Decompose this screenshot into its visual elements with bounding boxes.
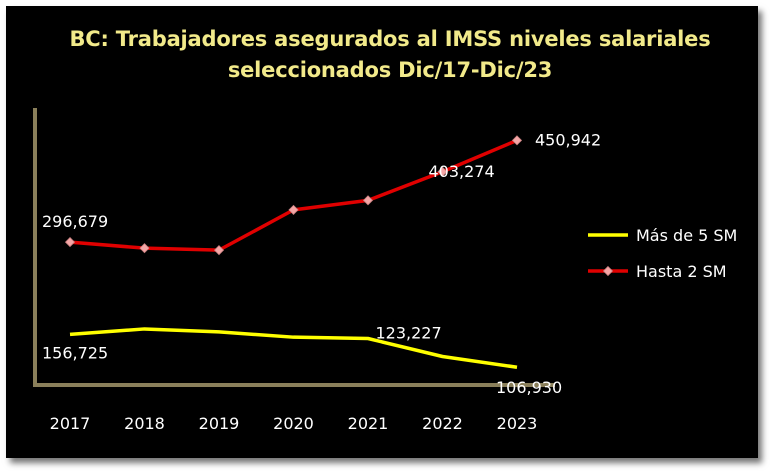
legend-label-1: Hasta 2 SM <box>636 262 727 281</box>
chart-title: BC: Trabajadores asegurados al IMSS nive… <box>40 24 740 86</box>
chart-title-line-1: BC: Trabajadores asegurados al IMSS nive… <box>69 27 711 51</box>
legend-label-0: Más de 5 SM <box>636 226 737 245</box>
data-label: 156,725 <box>42 343 108 362</box>
chart-frame <box>6 6 758 458</box>
data-label: 296,679 <box>42 212 108 231</box>
data-label: 403,274 <box>429 162 495 181</box>
series-line-0 <box>69 327 518 369</box>
x-tick-label-2017: 2017 <box>50 414 91 433</box>
data-label: 123,227 <box>376 323 442 342</box>
x-tick-label-2020: 2020 <box>273 414 314 433</box>
chart-axes <box>33 108 555 387</box>
data-point-marker <box>64 237 76 248</box>
legend-marker-1 <box>602 265 614 277</box>
series-markers <box>64 135 523 256</box>
data-label: 106,930 <box>496 378 562 397</box>
x-tick-label-2023: 2023 <box>497 414 538 433</box>
data-point-marker <box>213 245 225 256</box>
data-point-marker <box>437 166 448 177</box>
x-tick-label-2018: 2018 <box>124 414 165 433</box>
data-point-marker <box>362 195 374 206</box>
data-label: 450,942 <box>535 130 601 149</box>
x-tick-label-2021: 2021 <box>348 414 389 433</box>
x-axis-ticks: 2017 2018 2019 2020 2021 2022 2023 <box>50 414 538 433</box>
series-line-1 <box>69 138 518 252</box>
chart-title-line-2: seleccionados Dic/17-Dic/23 <box>227 58 553 82</box>
x-tick-label-2019: 2019 <box>199 414 240 433</box>
data-point-marker <box>139 243 150 254</box>
x-tick-label-2022: 2022 <box>422 414 463 433</box>
legend: Más de 5 SM Hasta 2 SM <box>588 226 737 281</box>
data-labels: 296,679 403,274 450,942 156,725 123,227 106,9… <box>42 130 601 397</box>
data-point-marker <box>288 204 299 215</box>
data-point-marker <box>511 135 523 146</box>
